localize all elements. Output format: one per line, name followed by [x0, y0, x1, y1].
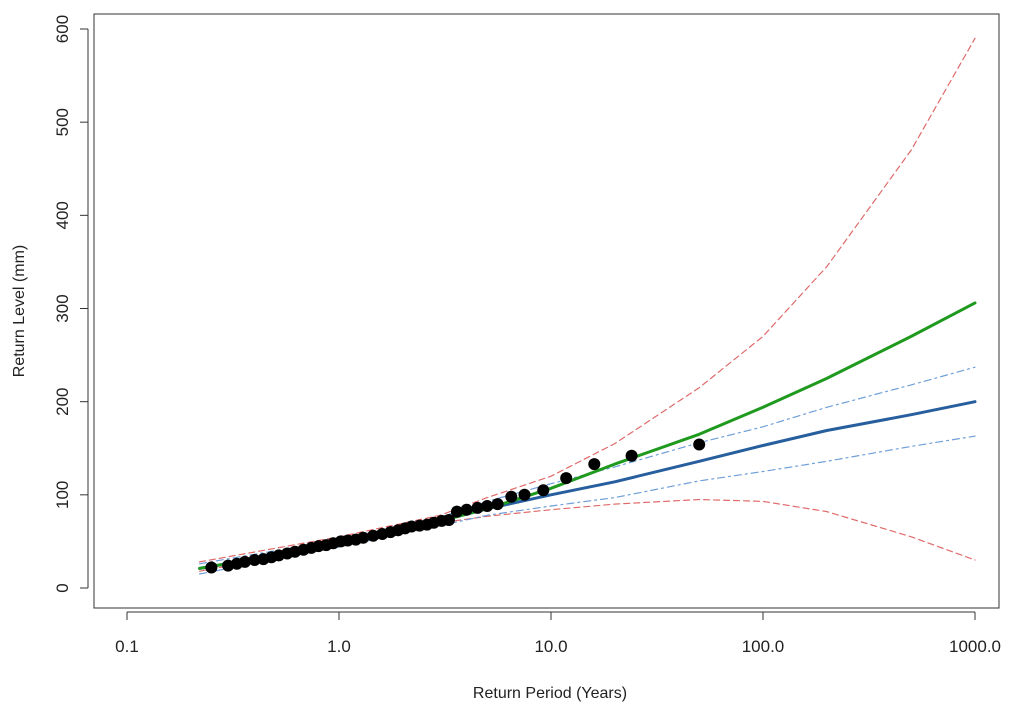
x-axis-title: Return Period (Years)	[473, 685, 627, 702]
series-line-blue-dashed-upper	[199, 366, 976, 565]
series-line-red-dashed-lower	[199, 498, 976, 572]
series-line-red-dashed-upper	[199, 37, 976, 563]
y-tick-label: 600	[53, 15, 72, 43]
data-point	[248, 554, 261, 566]
x-tick-label: 10.0	[534, 637, 567, 656]
data-point	[537, 484, 550, 497]
y-tick-label: 500	[53, 108, 72, 136]
series-line-blue-dashed-lower	[199, 435, 976, 575]
data-point	[560, 472, 573, 485]
y-tick-label: 200	[53, 388, 72, 416]
data-point	[471, 501, 484, 514]
data-point	[450, 505, 463, 518]
plot-box	[93, 13, 1000, 609]
series-line-green-solid	[198, 301, 977, 570]
data-point	[693, 438, 706, 451]
data-point	[367, 529, 380, 542]
data-point	[442, 514, 455, 526]
data-point	[357, 531, 370, 544]
data-point	[205, 561, 218, 574]
x-tick-label: 1000.0	[949, 637, 1001, 656]
y-axis-title: Return Level (mm)	[11, 245, 28, 377]
y-axis: 0 100 200 300 400 500 600	[53, 15, 89, 593]
data-point	[460, 503, 473, 516]
x-tick-label: 100.0	[742, 637, 785, 656]
x-axis: 0.1 1.0 10.0 100.0 1000.0	[115, 611, 1001, 656]
data-point	[238, 555, 251, 568]
y-tick-label: 100	[53, 481, 72, 509]
points-layer	[205, 438, 706, 574]
series-layer	[198, 37, 977, 575]
y-tick-label: 400	[53, 201, 72, 229]
x-tick-label: 1.0	[327, 637, 351, 656]
data-point	[588, 458, 601, 471]
y-tick-label: 300	[53, 294, 72, 322]
y-tick-label: 0	[53, 583, 72, 592]
data-point	[625, 449, 638, 462]
data-point	[505, 490, 518, 503]
x-tick-label: 0.1	[115, 637, 139, 656]
data-point	[491, 498, 504, 511]
data-point	[518, 488, 531, 501]
data-point	[481, 500, 494, 512]
